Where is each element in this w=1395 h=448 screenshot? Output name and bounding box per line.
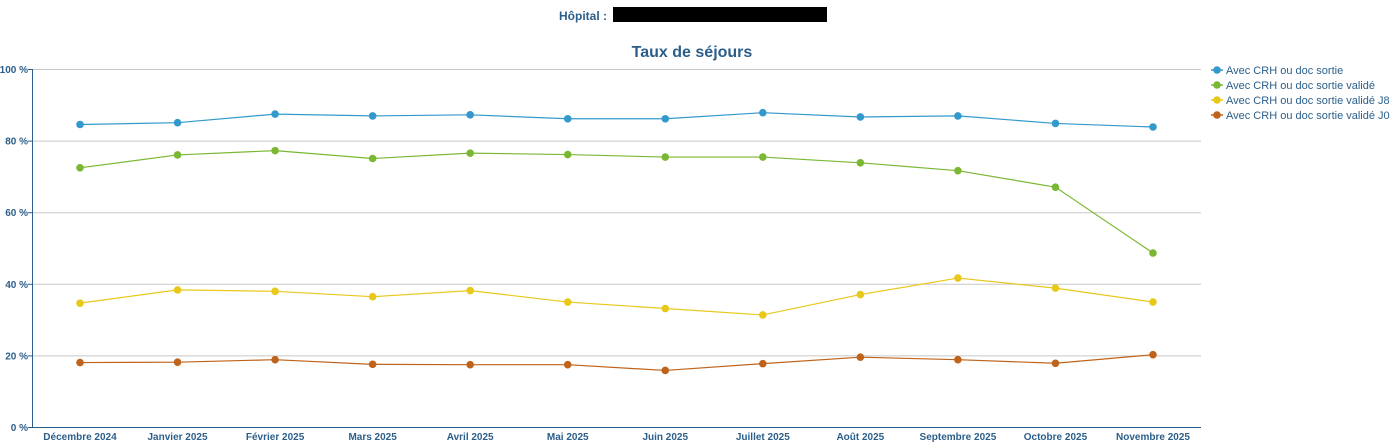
hospital-label: Hôpital : bbox=[559, 9, 607, 23]
legend-marker bbox=[1213, 66, 1221, 74]
legend-marker bbox=[1213, 111, 1221, 119]
data-point[interactable] bbox=[368, 154, 377, 163]
data-point[interactable] bbox=[1051, 119, 1060, 128]
data-point[interactable] bbox=[271, 146, 279, 155]
chart-legend[interactable]: Avec CRH ou doc sortie Avec CRH ou doc so… bbox=[1211, 65, 1390, 122]
x-tick-label: Janvier 2025 bbox=[148, 432, 208, 443]
data-point[interactable] bbox=[1149, 249, 1157, 257]
series-4 bbox=[76, 350, 1157, 375]
x-tick-label: Septembre 2025 bbox=[920, 432, 997, 443]
data-point[interactable] bbox=[856, 158, 865, 167]
x-tick-label: Mars 2025 bbox=[348, 432, 397, 443]
hospital-name-redacted bbox=[613, 7, 827, 22]
series-1 bbox=[76, 108, 1157, 131]
y-tick-label: 100 % bbox=[0, 65, 28, 76]
data-point[interactable] bbox=[271, 355, 279, 364]
series-line bbox=[79, 354, 1154, 372]
hospital-header: Hôpital : bbox=[0, 6, 1395, 26]
data-point[interactable] bbox=[563, 150, 572, 159]
data-point[interactable] bbox=[856, 353, 865, 361]
data-point[interactable] bbox=[661, 153, 670, 161]
data-point[interactable] bbox=[1051, 183, 1060, 191]
data-point[interactable] bbox=[954, 166, 962, 175]
y-tick-label: 0 % bbox=[11, 423, 28, 434]
data-point[interactable] bbox=[661, 304, 670, 313]
chart-axes bbox=[32, 69, 1201, 428]
data-point[interactable] bbox=[759, 108, 767, 117]
legend-marker bbox=[1213, 81, 1221, 89]
data-point[interactable] bbox=[466, 286, 474, 295]
data-point[interactable] bbox=[1051, 284, 1060, 292]
data-point[interactable] bbox=[173, 118, 182, 127]
data-point[interactable] bbox=[271, 287, 279, 296]
legend-item[interactable]: Avec CRH ou doc sortie validé bbox=[1211, 80, 1375, 92]
data-point[interactable] bbox=[661, 114, 670, 123]
legend-item[interactable]: Avec CRH ou doc sortie validé J0 bbox=[1211, 110, 1390, 122]
data-point[interactable] bbox=[368, 360, 377, 369]
x-axis-ticks: Décembre 2024 Janvier 2025 Février 2025 Mar… bbox=[43, 432, 1190, 443]
legend-marker bbox=[1213, 96, 1221, 104]
data-point[interactable] bbox=[466, 111, 474, 119]
data-point[interactable] bbox=[856, 290, 865, 299]
data-point[interactable] bbox=[368, 112, 377, 120]
series-line bbox=[79, 112, 1154, 128]
legend-label: Avec CRH ou doc sortie bbox=[1226, 65, 1343, 77]
data-point[interactable] bbox=[76, 164, 84, 172]
data-point[interactable] bbox=[466, 149, 474, 157]
data-point[interactable] bbox=[1051, 359, 1060, 368]
series-group bbox=[76, 108, 1157, 375]
x-tick-label: Avril 2025 bbox=[447, 432, 494, 443]
y-tick-label: 40 % bbox=[5, 280, 28, 291]
legend-item[interactable]: Avec CRH ou doc sortie bbox=[1211, 65, 1343, 77]
y-tick-label: 80 % bbox=[5, 137, 28, 148]
data-point[interactable] bbox=[466, 360, 474, 369]
x-tick-label: Juillet 2025 bbox=[736, 432, 790, 443]
x-tick-label: Juin 2025 bbox=[642, 432, 688, 443]
data-point[interactable] bbox=[76, 358, 84, 367]
legend-label: Avec CRH ou doc sortie validé bbox=[1226, 80, 1375, 92]
y-axis-ticks: 0 % 20 % 40 % 60 % 80 % 100 % bbox=[0, 65, 32, 434]
x-tick-label: Février 2025 bbox=[246, 432, 305, 443]
series-line bbox=[79, 277, 1154, 316]
y-tick-label: 20 % bbox=[5, 351, 28, 362]
data-point[interactable] bbox=[759, 359, 767, 368]
legend-label: Avec CRH ou doc sortie validé J8 bbox=[1226, 95, 1390, 107]
x-tick-label: Août 2025 bbox=[836, 432, 884, 443]
x-tick-label: Octobre 2025 bbox=[1024, 432, 1088, 443]
data-point[interactable] bbox=[76, 120, 84, 129]
data-point[interactable] bbox=[1149, 350, 1157, 359]
data-point[interactable] bbox=[954, 274, 962, 282]
data-point[interactable] bbox=[173, 358, 182, 367]
series-3 bbox=[76, 274, 1157, 319]
x-tick-label: Novembre 2025 bbox=[1116, 432, 1190, 443]
data-point[interactable] bbox=[759, 311, 767, 319]
data-point[interactable] bbox=[563, 114, 572, 123]
data-point[interactable] bbox=[563, 360, 572, 369]
x-tick-label: Mai 2025 bbox=[547, 432, 589, 443]
legend-label: Avec CRH ou doc sortie validé J0 bbox=[1226, 110, 1390, 122]
data-point[interactable] bbox=[856, 113, 865, 121]
data-point[interactable] bbox=[271, 110, 279, 118]
data-point[interactable] bbox=[173, 286, 182, 294]
data-point[interactable] bbox=[1149, 298, 1157, 306]
data-point[interactable] bbox=[563, 298, 572, 306]
data-point[interactable] bbox=[173, 151, 182, 159]
data-point[interactable] bbox=[954, 112, 962, 120]
grid-lines bbox=[32, 69, 1201, 357]
y-tick-label: 60 % bbox=[5, 208, 28, 219]
data-point[interactable] bbox=[1149, 123, 1157, 131]
data-point[interactable] bbox=[76, 299, 84, 307]
data-point[interactable] bbox=[759, 153, 767, 161]
chart-title: Taux de séjours bbox=[632, 44, 753, 61]
series-2 bbox=[76, 146, 1157, 257]
data-point[interactable] bbox=[954, 355, 962, 364]
series-line bbox=[79, 150, 1154, 254]
data-point[interactable] bbox=[368, 292, 377, 301]
data-point[interactable] bbox=[661, 366, 670, 375]
legend-item[interactable]: Avec CRH ou doc sortie validé J8 bbox=[1211, 95, 1390, 107]
x-tick-label: Décembre 2024 bbox=[43, 432, 117, 443]
